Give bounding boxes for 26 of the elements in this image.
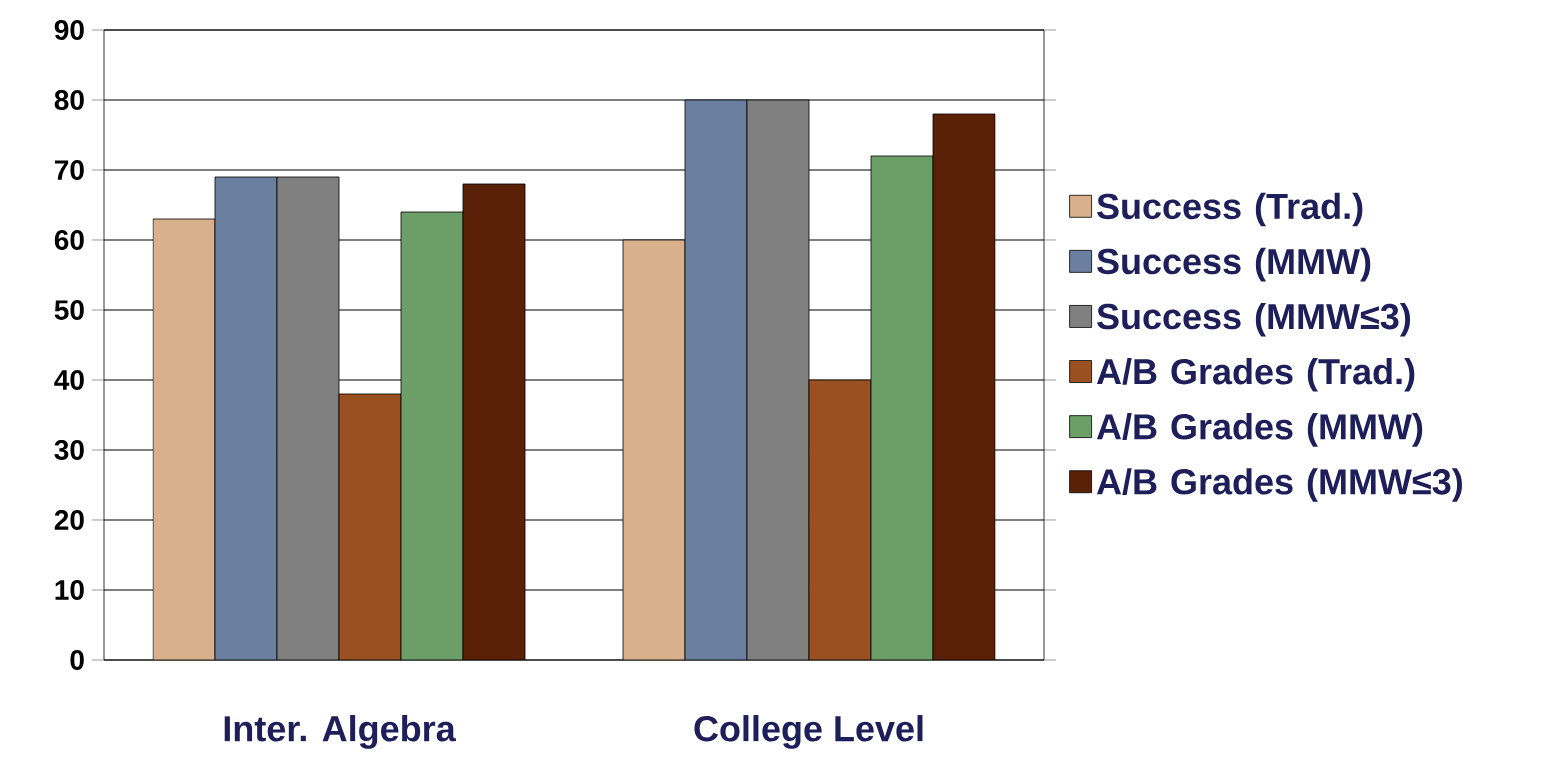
- bar: [276, 176, 340, 660]
- y-tick-label: 70: [54, 160, 84, 180]
- bar: [214, 176, 278, 660]
- y-tick-label: 60: [54, 230, 84, 250]
- x-tick-label: College Level: [694, 715, 923, 749]
- bar: [152, 218, 216, 660]
- legend-label: A/B Grades (MMW≤3): [1096, 468, 1462, 502]
- legend-label: A/B Grades (MMW): [1096, 413, 1423, 447]
- y-tick-label: 10: [55, 580, 84, 600]
- bar: [746, 99, 810, 660]
- legend-label: A/B Grades (Trad.): [1096, 357, 1415, 392]
- bar: [338, 393, 402, 660]
- y-tick-label: 90: [54, 20, 84, 40]
- bar: [684, 99, 748, 660]
- legend-label: Success (Trad.): [1097, 192, 1363, 227]
- x-tick-label: Inter. Algebra: [224, 715, 456, 749]
- y-tick-label: 80: [54, 90, 84, 110]
- y-tick-label: 30: [54, 440, 84, 460]
- legend-label: Success (MMW): [1097, 247, 1371, 282]
- bar: [808, 379, 872, 660]
- y-tick-label: 40: [54, 370, 84, 390]
- y-tick-label: 20: [54, 510, 84, 530]
- y-tick-label: 50: [54, 300, 84, 320]
- bar: [622, 239, 686, 660]
- y-tick-label: 0: [70, 650, 84, 670]
- legend-label: Success (MMW≤3): [1097, 302, 1410, 337]
